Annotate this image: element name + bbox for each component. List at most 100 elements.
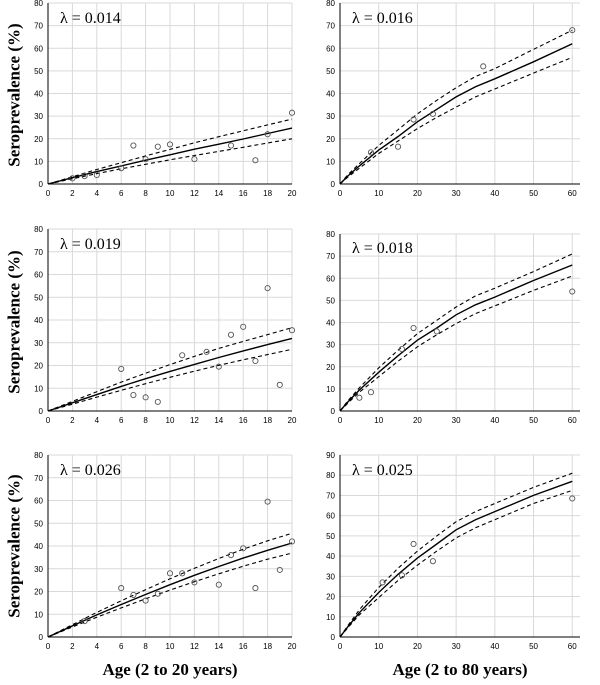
data-point [288, 109, 296, 116]
y-tick-label: 80 [326, 230, 335, 239]
x-tick-label: 50 [529, 189, 538, 198]
y-tick-label: 50 [34, 519, 43, 528]
y-tick-label: 20 [326, 593, 335, 602]
y-tick-label: 30 [326, 341, 335, 350]
data-point [203, 348, 210, 355]
x-tick-label: 0 [46, 189, 51, 198]
data-point [227, 331, 235, 338]
data-point [118, 585, 125, 592]
chart-panel-4: λ = 0.026 0 10 20 30 40 50 60 70 80 0 2 4 6 8 10 12 14 16… [34, 451, 297, 651]
y-tick-label: 40 [326, 90, 335, 99]
y-tick-label: 90 [326, 451, 335, 460]
data-point [264, 131, 271, 138]
x-tick-label: 30 [452, 642, 461, 651]
y-tick-label: 40 [34, 316, 43, 325]
x-tick-label: 50 [529, 416, 538, 425]
data-point [379, 579, 386, 586]
y-tick-label: 10 [326, 385, 335, 394]
x-tick-label: 18 [263, 189, 272, 198]
y-tick-label: 80 [34, 0, 43, 8]
y-tick-label: 70 [34, 22, 43, 31]
x-tick-label: 10 [374, 189, 383, 198]
y-tick-label: 20 [326, 363, 335, 372]
data-point [288, 538, 296, 545]
y-tick-label: 20 [34, 362, 43, 371]
data-point [118, 165, 125, 172]
data-point [81, 618, 88, 625]
data-point [81, 173, 88, 180]
x-tick-label: 4 [95, 416, 100, 425]
data-point [154, 398, 161, 405]
data-point [142, 394, 149, 401]
data-point [227, 552, 235, 559]
y-tick-label: 50 [326, 67, 335, 76]
chart-panel-1: λ = 0.016 0 10 20 30 40 50 60 70 80 0 10 20 30 40 50 60 [326, 0, 580, 198]
y-tick-label: 60 [34, 271, 43, 280]
data-point [367, 149, 375, 156]
x-tick-label: 2 [70, 642, 75, 651]
data-point [569, 27, 576, 34]
data-point [191, 579, 198, 586]
y-tick-label: 40 [326, 319, 335, 328]
data-point [179, 570, 186, 577]
x-tick-label: 30 [452, 416, 461, 425]
x-tick-label: 0 [338, 416, 343, 425]
data-point [93, 171, 100, 178]
data-point [215, 363, 222, 370]
data-point [410, 116, 417, 123]
data-point [252, 585, 259, 592]
chart-panel-3: λ = 0.018 0 10 20 30 40 50 60 70 80 0 10 20 30 40 50 60 [326, 230, 580, 425]
x-tick-label: 20 [288, 642, 297, 651]
chart-title: λ = 0.014 [60, 10, 121, 27]
data-point [240, 323, 247, 330]
x-tick-label: 8 [143, 189, 148, 198]
y-tick-label: 20 [34, 588, 43, 597]
y-tick-label: 50 [326, 532, 335, 541]
y-tick-label: 0 [39, 180, 44, 189]
x-tick-label: 2 [70, 189, 75, 198]
y-tick-label: 80 [34, 225, 43, 234]
data-point [69, 175, 76, 182]
data-point [264, 285, 271, 292]
y-tick-label: 0 [39, 407, 44, 416]
y-tick-label: 60 [326, 512, 335, 521]
x-axis-label-right: Age (2 to 80 years) [392, 660, 528, 679]
data-point [240, 545, 247, 552]
y-tick-label: 40 [34, 90, 43, 99]
data-point [429, 558, 436, 565]
confidence-bound [339, 275, 573, 412]
data-point [288, 327, 296, 334]
x-tick-label: 10 [166, 189, 175, 198]
confidence-bound [47, 552, 293, 638]
y-tick-label: 10 [326, 613, 335, 622]
data-point [356, 394, 363, 401]
x-axis-label-left: Age (2 to 20 years) [102, 660, 238, 679]
y-tick-label: 40 [34, 542, 43, 551]
x-tick-label: 4 [95, 642, 100, 651]
data-point [166, 141, 174, 148]
x-tick-label: 10 [374, 642, 383, 651]
chart-title: λ = 0.019 [60, 236, 121, 253]
x-tick-label: 60 [568, 642, 577, 651]
y-tick-label: 0 [331, 633, 336, 642]
x-tick-label: 40 [490, 642, 499, 651]
data-point [142, 156, 149, 163]
data-point [118, 365, 125, 372]
x-tick-label: 40 [490, 416, 499, 425]
y-tick-label: 70 [326, 22, 335, 31]
x-tick-label: 16 [239, 416, 248, 425]
y-tick-label: 0 [331, 407, 336, 416]
y-tick-label: 10 [326, 157, 335, 166]
x-tick-label: 12 [190, 189, 199, 198]
confidence-bound [47, 118, 293, 185]
x-tick-label: 8 [143, 416, 148, 425]
confidence-bound [47, 532, 293, 638]
data-point [154, 590, 161, 597]
y-tick-label: 70 [326, 491, 335, 500]
y-tick-label: 20 [34, 135, 43, 144]
data-point [398, 345, 405, 353]
x-tick-label: 20 [413, 416, 422, 425]
y-tick-label: 30 [34, 112, 43, 121]
x-tick-label: 12 [190, 642, 199, 651]
